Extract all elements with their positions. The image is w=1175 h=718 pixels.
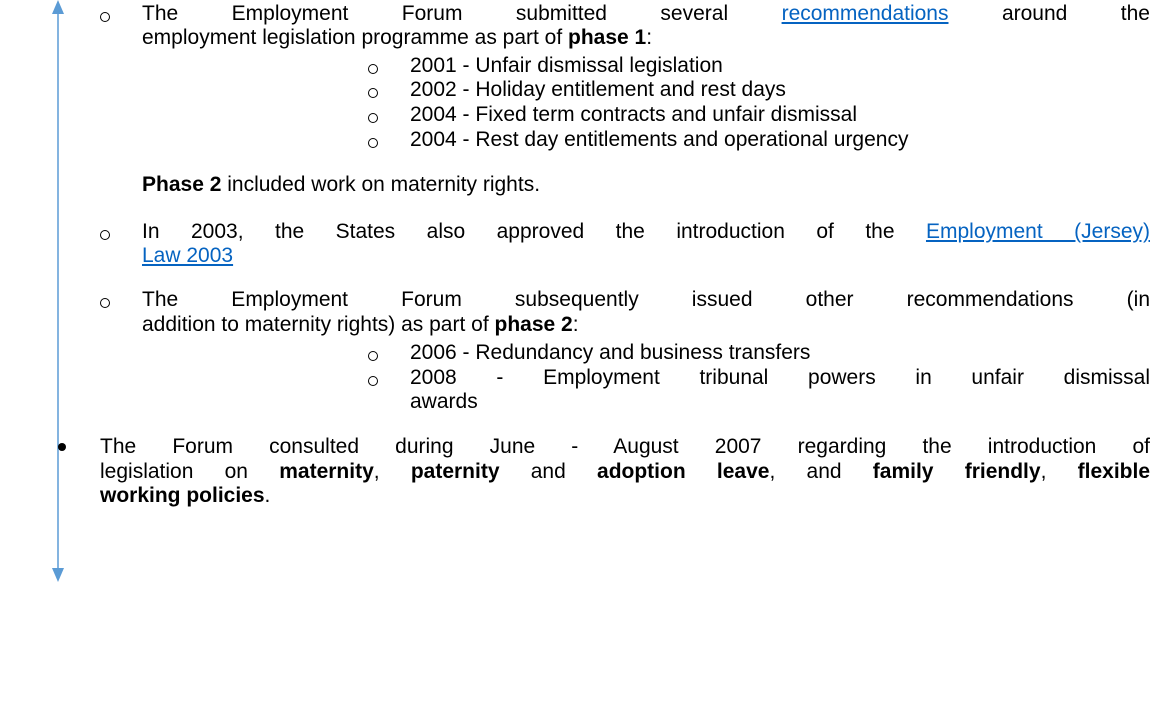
text: employment legislation programme as part… <box>142 26 569 49</box>
bold-text: adoption leave <box>597 460 770 483</box>
text-line: The Forum consulted during June - August… <box>100 435 1150 459</box>
text-line: 2006 - Redundancy and business transfers <box>410 341 1150 365</box>
text: 2006 - Redundancy and business transfers <box>410 341 811 364</box>
link[interactable]: Employment (Jersey) <box>925 220 1150 243</box>
text-line: 2001 - Unfair dismissal legislation <box>410 54 1150 78</box>
text: and <box>499 460 598 483</box>
text-line: 2002 - Holiday entitlement and rest days <box>410 78 1150 102</box>
text-line: 2008 - Employment tribunal powers in unf… <box>410 366 1150 390</box>
text: 2004 - Fixed term contracts and unfair d… <box>410 103 858 126</box>
text: legislation on <box>100 460 280 483</box>
text-line: addition to maternity rights) as part of… <box>142 313 1150 337</box>
list-marker <box>368 376 378 386</box>
bold-text: flexible <box>1077 460 1151 483</box>
text-line: Law 2003 <box>142 244 1150 268</box>
text: included work on maternity rights. <box>221 173 541 196</box>
bold-text: paternity <box>410 460 500 483</box>
text: : <box>572 313 579 336</box>
list-marker <box>368 113 378 123</box>
text: awards <box>410 390 478 413</box>
text: 2008 - Employment tribunal powers in unf… <box>410 366 1150 389</box>
text: 2002 - Holiday entitlement and rest days <box>410 78 786 101</box>
list-marker <box>368 88 378 98</box>
list-marker <box>368 138 378 148</box>
text-line: The Employment Forum submitted several r… <box>142 2 1150 26</box>
text-line: working policies. <box>100 484 1150 508</box>
text: The Forum consulted during June - August… <box>100 435 1150 458</box>
text: around the <box>948 2 1150 25</box>
arrow <box>52 0 64 582</box>
list-marker <box>100 12 110 22</box>
bold-text: family friendly <box>872 460 1041 483</box>
list-marker <box>368 64 378 74</box>
link[interactable]: recommendations <box>781 2 949 25</box>
text-line: Phase 2 included work on maternity right… <box>142 173 1150 197</box>
bold-text: Phase 2 <box>142 173 222 196</box>
text-line: 2004 - Fixed term contracts and unfair d… <box>410 103 1150 127</box>
text: . <box>264 484 271 507</box>
list-marker <box>100 230 110 240</box>
text-line: employment legislation programme as part… <box>142 26 1150 50</box>
text: In 2003, the States also approved the in… <box>142 220 926 243</box>
text: , and <box>769 460 873 483</box>
text-line: legislation on maternity, paternity and … <box>100 460 1150 484</box>
text: 2004 - Rest day entitlements and operati… <box>410 128 909 151</box>
text: , <box>373 460 411 483</box>
text-line: 2004 - Rest day entitlements and operati… <box>410 128 1150 152</box>
text: , <box>1040 460 1078 483</box>
list-marker <box>368 351 378 361</box>
text: The Employment Forum submitted several <box>142 2 782 25</box>
link[interactable]: Law 2003 <box>142 244 234 267</box>
bold-text: phase 2 <box>494 313 573 336</box>
text-line: awards <box>410 390 1150 414</box>
text-line: The Employment Forum subsequently issued… <box>142 288 1150 312</box>
bold-text: working policies <box>100 484 265 507</box>
text: 2001 - Unfair dismissal legislation <box>410 54 723 77</box>
text: addition to maternity rights) as part of <box>142 313 495 336</box>
text-line: In 2003, the States also approved the in… <box>142 220 1150 244</box>
bullet <box>58 443 66 451</box>
arrow-head <box>52 0 64 14</box>
list-marker <box>100 298 110 308</box>
text: The Employment Forum subsequently issued… <box>142 288 1150 311</box>
bold-text: maternity <box>279 460 374 483</box>
text: : <box>646 26 653 49</box>
bold-text: phase 1 <box>568 26 647 49</box>
arrow-head <box>52 568 64 582</box>
